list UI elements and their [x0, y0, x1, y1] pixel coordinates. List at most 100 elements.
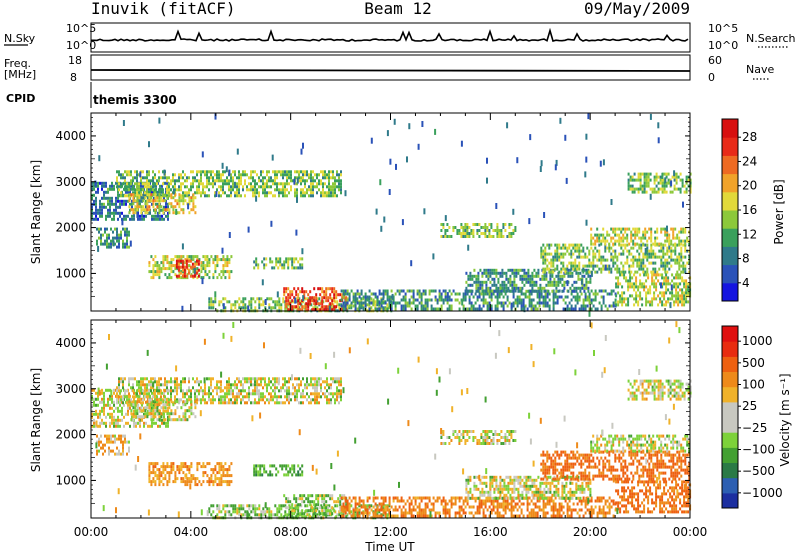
power-cell: [670, 227, 673, 231]
power-cell: [198, 273, 201, 277]
power-cell: [486, 226, 489, 229]
velocity-cell: [134, 403, 137, 407]
power-cell: [102, 242, 104, 246]
power-cell: [206, 264, 209, 268]
velocity-cell: [148, 392, 150, 396]
velocity-cell: [300, 401, 302, 405]
power-cell: [310, 179, 312, 183]
power-cell: [105, 217, 107, 221]
velocity-cell: [270, 398, 272, 402]
power-cell: [673, 178, 676, 182]
power-cell: [464, 226, 467, 229]
power-cell: [567, 268, 570, 272]
velocity-cell: [139, 391, 141, 395]
power-cell: [477, 289, 480, 293]
velocity-cell: [224, 386, 226, 390]
power-cell: [91, 202, 93, 206]
velocity-cell: [248, 380, 250, 384]
velocity-cell: [330, 383, 332, 387]
velocity-cell: [258, 395, 260, 399]
power-cell: [208, 179, 210, 183]
power-cell: [624, 230, 627, 234]
velocity-cell: [274, 401, 276, 405]
power-cell: [624, 261, 627, 265]
power-cell: [109, 211, 111, 215]
velocity-cell: [242, 395, 244, 399]
power-cell: [627, 285, 630, 289]
power-cell: [500, 229, 503, 232]
power-cell: [507, 277, 510, 281]
power-cell: [485, 268, 488, 272]
power-cell: [110, 239, 112, 243]
power-cell: [633, 285, 636, 289]
power-cell: [101, 202, 103, 206]
power-cell: [671, 297, 674, 301]
power-cell: [368, 295, 371, 299]
power-cell: [570, 261, 573, 265]
power-cell: [150, 193, 153, 197]
power-cell: [564, 295, 567, 299]
power-cell: [612, 230, 615, 234]
power-cell: [91, 187, 93, 191]
power-cell: [650, 239, 653, 243]
power-cell: [151, 202, 153, 206]
velocity-cell: [284, 383, 286, 387]
power-cell: [681, 300, 684, 304]
velocity-cell: [91, 415, 93, 419]
power-cell: [100, 242, 102, 246]
power-cell: [482, 298, 485, 302]
power-cell: [685, 190, 688, 194]
power-cell: [400, 289, 403, 293]
power-cell: [683, 297, 686, 301]
power-colorbar-swatch: [722, 210, 738, 229]
velocity-cell: [282, 383, 284, 387]
power-cell: [685, 300, 688, 304]
power-cell: [333, 305, 336, 309]
power-cell: [511, 289, 514, 293]
power-cell: [208, 297, 211, 301]
power-cell: [536, 301, 539, 305]
power-cell: [478, 229, 481, 232]
power-cell: [154, 193, 157, 197]
power-cell: [162, 170, 164, 174]
power-cell: [643, 282, 646, 286]
power-cell: [204, 194, 206, 198]
power-cell: [350, 303, 353, 307]
power-cell: [566, 249, 569, 253]
power-cell: [643, 181, 646, 185]
power-cell: [489, 271, 492, 275]
power-cell: [128, 245, 130, 249]
power-cell: [162, 258, 165, 262]
power-cell: [637, 294, 640, 298]
power-cell: [158, 205, 161, 209]
velocity-cell: [97, 394, 99, 398]
power-cell: [464, 295, 467, 299]
velocity-cell: [322, 392, 324, 396]
power-cell: [629, 285, 632, 289]
power-cell: [642, 242, 645, 246]
power-cell: [321, 305, 324, 309]
velocity-cell: [244, 389, 246, 393]
power-cell: [116, 233, 118, 237]
power-cell: [168, 176, 170, 180]
power-cell: [168, 273, 171, 277]
power-colorbar-swatch: [722, 173, 738, 193]
velocity-cell: [119, 409, 121, 413]
power-cell: [628, 249, 631, 253]
power-cell: [196, 276, 199, 280]
power-cell: [685, 291, 688, 295]
power-cell: [564, 270, 567, 274]
power-cell: [673, 303, 676, 307]
power-cell: [558, 295, 561, 299]
power-cell: [118, 245, 120, 249]
power-cell: [295, 305, 298, 309]
velocity-cell: [288, 398, 290, 402]
power-cell: [502, 226, 505, 229]
power-cell: [664, 267, 667, 271]
power-cell: [642, 255, 645, 259]
power-cell: [536, 292, 539, 296]
power-cell: [606, 307, 609, 311]
power-cell: [346, 303, 349, 307]
power-cell: [210, 255, 213, 259]
power-cell: [633, 297, 636, 301]
